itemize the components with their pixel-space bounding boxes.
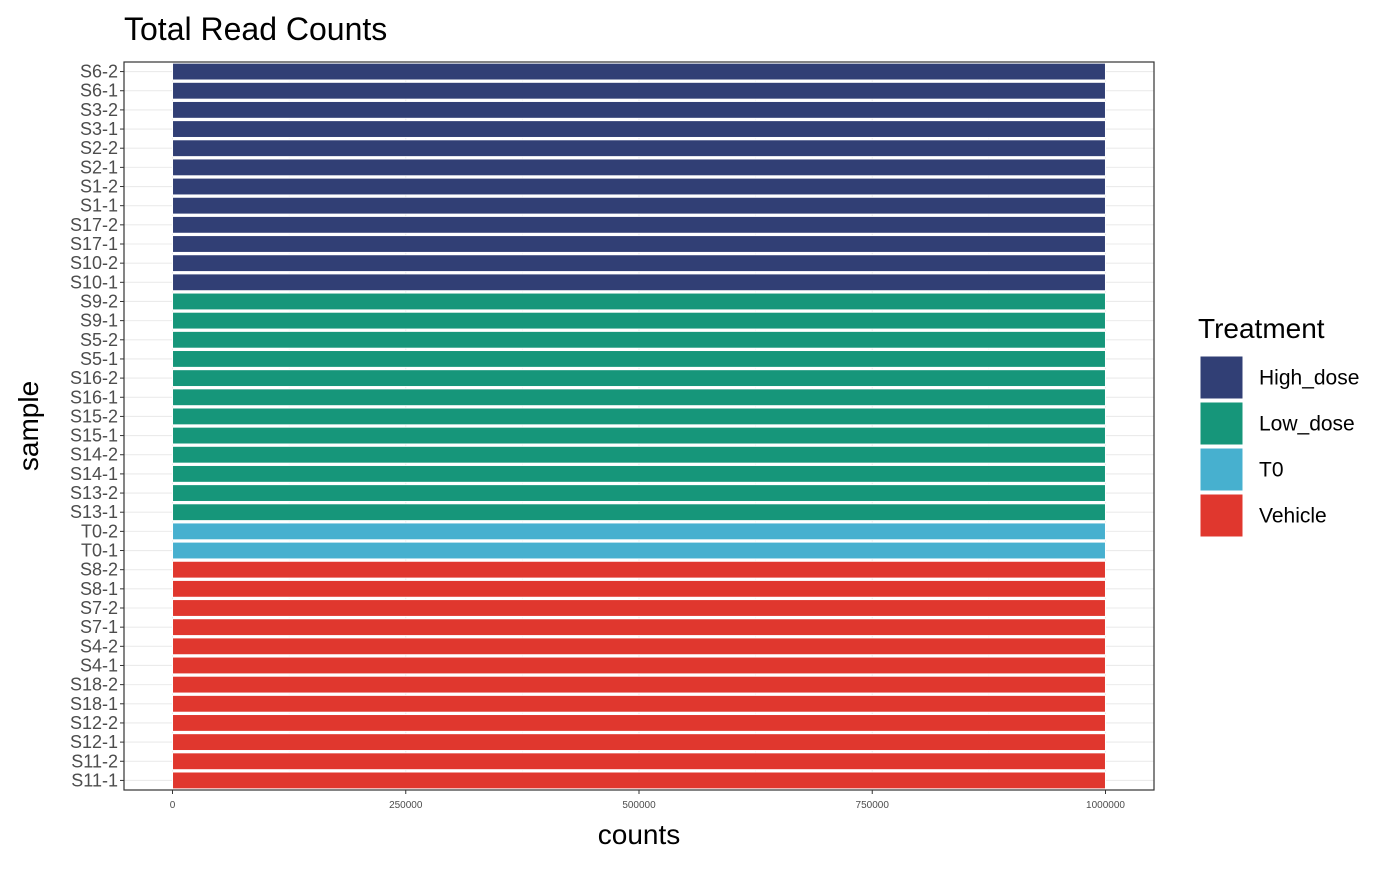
bar-S6-1: [172, 81, 1106, 100]
y-tick-label: S11-2: [71, 751, 118, 771]
bar-S9-2: [172, 292, 1106, 311]
bar-S5-1: [172, 350, 1106, 368]
legend-key-High_dose: [1199, 355, 1244, 400]
y-tick-label: S12-2: [70, 713, 118, 733]
bar-S12-1: [172, 733, 1106, 752]
y-tick-label: S12-1: [70, 732, 118, 752]
bar-S15-2: [172, 407, 1106, 426]
bar-S10-2: [172, 254, 1106, 273]
y-tick-label: S13-1: [70, 502, 118, 522]
x-tick-label: 0: [170, 800, 176, 811]
x-tick-label: 500000: [622, 800, 656, 811]
y-tick-label: S17-1: [70, 234, 118, 254]
bar-S17-1: [172, 235, 1106, 253]
x-axis: 0 250000 500000 750000 1000000: [170, 790, 1125, 811]
x-axis-title: counts: [598, 819, 681, 850]
y-tick-label: S2-2: [80, 138, 118, 158]
bar-S3-2: [172, 100, 1106, 119]
y-tick-label: S8-2: [80, 560, 118, 580]
y-tick-label: S9-2: [80, 291, 118, 311]
bar-S12-2: [172, 714, 1106, 732]
y-tick-label: S4-1: [80, 655, 118, 675]
legend: Treatment High_dose Low_dose T0 Vehicle: [1198, 313, 1359, 538]
y-tick-label: S8-1: [80, 579, 118, 599]
y-tick-label: S10-2: [70, 253, 118, 273]
y-tick-label: T0-1: [81, 541, 118, 561]
y-tick-label: S1-2: [80, 177, 118, 197]
bar-S11-2: [172, 752, 1106, 771]
bar-S4-2: [172, 637, 1106, 656]
bar-S14-1: [172, 464, 1106, 483]
bar-S1-1: [172, 196, 1106, 215]
legend-label-Low_dose: Low_dose: [1259, 413, 1355, 436]
y-tick-label: S3-1: [80, 119, 118, 139]
y-tick-label: S18-1: [70, 694, 118, 714]
bar-S13-1: [172, 503, 1106, 522]
y-tick-label: T0-2: [81, 521, 118, 541]
y-tick-label: S14-1: [70, 464, 118, 484]
y-tick-label: S6-1: [80, 81, 118, 101]
bar-S10-1: [172, 273, 1106, 292]
bar-T0-1: [172, 541, 1106, 560]
y-tick-label: S15-2: [70, 406, 118, 426]
bar-S9-1: [172, 311, 1106, 330]
bar-S17-2: [172, 215, 1106, 234]
y-tick-label: S14-2: [70, 445, 118, 465]
legend-key-Low_dose: [1199, 401, 1244, 446]
y-tick-label: S3-2: [80, 100, 118, 120]
bar-T0-2: [172, 522, 1106, 541]
bar-S7-2: [172, 599, 1106, 617]
bar-S7-1: [172, 618, 1106, 637]
chart-title: Total Read Counts: [124, 11, 387, 47]
y-tick-label: S5-1: [80, 349, 118, 369]
y-tick-label: S17-2: [70, 215, 118, 235]
legend-key-Vehicle: [1199, 493, 1244, 538]
bar-S16-2: [172, 369, 1106, 388]
bar-S5-2: [172, 330, 1106, 349]
bar-S18-2: [172, 675, 1106, 694]
y-tick-label: S15-1: [70, 426, 118, 446]
bar-S16-1: [172, 388, 1106, 407]
legend-label-T0: T0: [1259, 459, 1284, 482]
legend-label-High_dose: High_dose: [1259, 367, 1359, 390]
y-tick-label: S5-2: [80, 330, 118, 350]
y-tick-label: S2-1: [80, 157, 118, 177]
bar-S11-1: [172, 771, 1106, 790]
y-tick-label: S18-2: [70, 675, 118, 695]
y-tick-label: S7-2: [80, 598, 118, 618]
bar-S8-2: [172, 560, 1106, 579]
x-tick-label: 250000: [389, 800, 423, 811]
bar-S15-1: [172, 426, 1106, 445]
legend-title: Treatment: [1198, 313, 1325, 344]
bars-layer: [172, 62, 1106, 790]
y-tick-label: S4-2: [80, 636, 118, 656]
y-tick-label: S16-2: [70, 368, 118, 388]
bar-S8-1: [172, 579, 1106, 598]
bar-S2-2: [172, 139, 1106, 158]
x-tick-label: 750000: [856, 800, 890, 811]
y-tick-label: S9-1: [80, 311, 118, 331]
y-tick-label: S10-1: [70, 272, 118, 292]
bar-S4-1: [172, 656, 1106, 675]
bar-S1-2: [172, 177, 1106, 196]
bar-S6-2: [172, 62, 1106, 81]
bar-S13-2: [172, 484, 1106, 502]
y-axis: S6-2S6-1S3-2S3-1S2-2S2-1S1-2S1-1S17-2S17…: [70, 62, 124, 790]
y-tick-label: S6-2: [80, 62, 118, 82]
y-axis-title: sample: [13, 381, 44, 471]
legend-label-Vehicle: Vehicle: [1259, 505, 1327, 528]
y-tick-label: S1-1: [80, 196, 118, 216]
bar-S2-1: [172, 158, 1106, 177]
y-tick-label: S16-1: [70, 387, 118, 407]
bar-S14-2: [172, 445, 1106, 464]
y-tick-label: S13-2: [70, 483, 118, 503]
bar-S18-1: [172, 694, 1106, 713]
bar-S3-1: [172, 120, 1106, 138]
y-tick-label: S7-1: [80, 617, 118, 637]
y-tick-label: S11-1: [71, 770, 118, 790]
x-tick-label: 1000000: [1086, 800, 1125, 811]
legend-key-T0: [1199, 447, 1244, 492]
